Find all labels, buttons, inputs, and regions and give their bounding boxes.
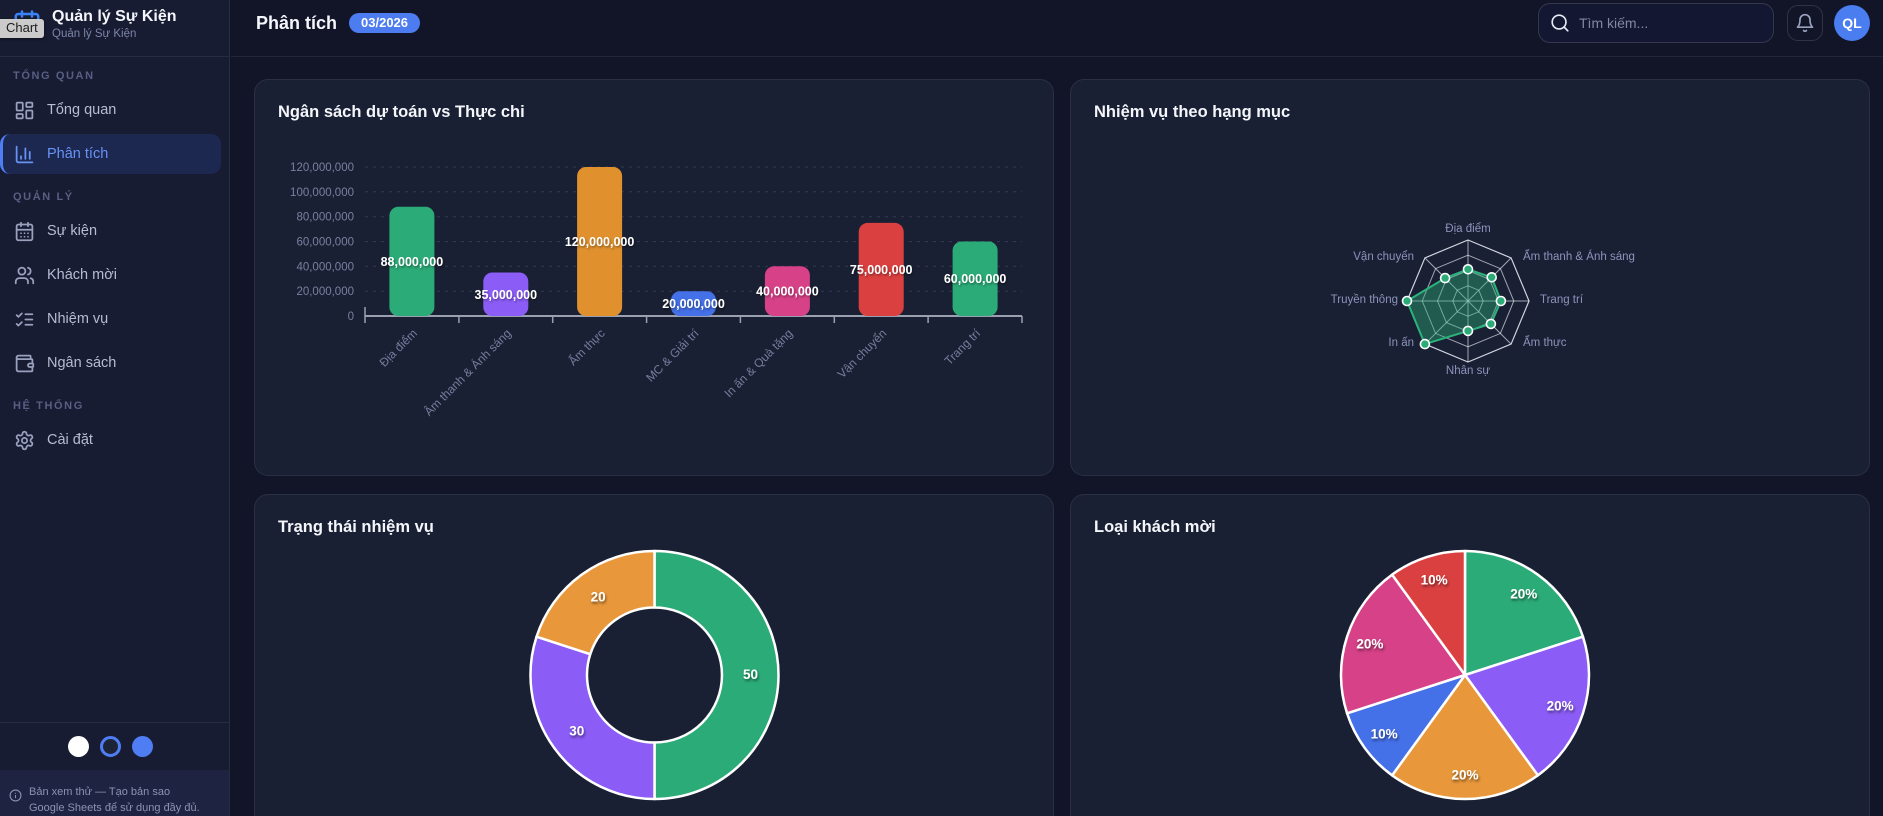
svg-text:Âm thanh & Ánh sáng: Âm thanh & Ánh sáng	[421, 326, 514, 419]
svg-text:Địa điểm: Địa điểm	[1445, 223, 1490, 235]
svg-text:10%: 10%	[1371, 726, 1398, 741]
svg-text:Trang trí: Trang trí	[942, 326, 984, 368]
svg-text:In ấn & Quà tặng: In ấn & Quà tặng	[721, 326, 795, 400]
svg-text:20%: 20%	[1547, 698, 1574, 713]
svg-text:Vận chuyển: Vận chuyển	[1353, 251, 1414, 263]
svg-text:Nhân sự: Nhân sự	[1446, 365, 1490, 377]
svg-text:0: 0	[348, 311, 354, 323]
svg-text:MC & Giải trí: MC & Giải trí	[643, 326, 702, 385]
svg-text:Vận chuyển: Vận chuyển	[835, 326, 890, 381]
svg-text:88,000,000: 88,000,000	[381, 255, 444, 269]
svg-text:120,000,000: 120,000,000	[565, 235, 635, 249]
svg-text:35,000,000: 35,000,000	[475, 288, 538, 302]
svg-text:Truyền thông: Truyền thông	[1331, 294, 1398, 306]
svg-text:20,000,000: 20,000,000	[296, 286, 354, 298]
svg-text:30: 30	[569, 723, 584, 738]
svg-text:Ẩm thực: Ẩm thực	[565, 326, 608, 369]
svg-text:20,000,000: 20,000,000	[662, 297, 725, 311]
svg-text:120,000,000: 120,000,000	[290, 162, 354, 174]
svg-text:20%: 20%	[1356, 637, 1383, 652]
svg-text:100,000,000: 100,000,000	[290, 187, 354, 199]
svg-text:20%: 20%	[1451, 768, 1478, 783]
svg-text:60,000,000: 60,000,000	[296, 237, 354, 249]
svg-text:60,000,000: 60,000,000	[944, 272, 1007, 286]
svg-text:Địa điểm: Địa điểm	[377, 326, 420, 369]
svg-text:50: 50	[743, 667, 758, 682]
svg-text:Ẩm thanh & Ánh sáng: Ẩm thanh & Ánh sáng	[1523, 250, 1635, 263]
svg-text:Ẩm thực: Ẩm thực	[1523, 336, 1567, 349]
svg-text:Trang trí: Trang trí	[1540, 294, 1584, 306]
svg-text:40,000,000: 40,000,000	[756, 285, 819, 299]
svg-text:80,000,000: 80,000,000	[296, 212, 354, 224]
svg-text:10%: 10%	[1421, 572, 1448, 587]
svg-text:20: 20	[591, 589, 606, 604]
svg-text:In ấn: In ấn	[1388, 337, 1414, 349]
svg-text:75,000,000: 75,000,000	[850, 263, 913, 277]
svg-text:40,000,000: 40,000,000	[296, 261, 354, 273]
svg-text:20%: 20%	[1510, 587, 1537, 602]
